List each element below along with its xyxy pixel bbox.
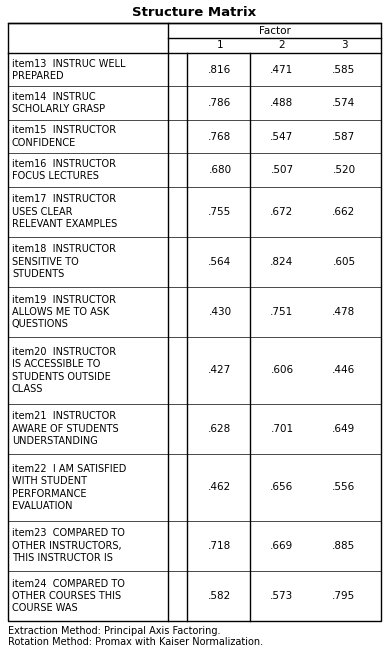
Text: 1: 1 xyxy=(217,40,223,50)
Text: .672: .672 xyxy=(270,207,294,217)
Text: .662: .662 xyxy=(332,207,356,217)
Text: .547: .547 xyxy=(270,132,294,142)
Text: item24  COMPARED TO
OTHER COURSES THIS
COURSE WAS: item24 COMPARED TO OTHER COURSES THIS CO… xyxy=(12,578,125,613)
Text: .564: .564 xyxy=(209,257,231,267)
Text: .885: .885 xyxy=(332,541,356,551)
Text: item17  INSTRUCTOR
USES CLEAR
RELEVANT EXAMPLES: item17 INSTRUCTOR USES CLEAR RELEVANT EX… xyxy=(12,195,117,229)
Text: .768: .768 xyxy=(209,132,231,142)
Text: .824: .824 xyxy=(270,257,294,267)
Text: .582: .582 xyxy=(209,591,231,601)
Text: .755: .755 xyxy=(209,207,231,217)
Text: .478: .478 xyxy=(332,307,356,317)
Text: .605: .605 xyxy=(333,257,356,267)
Text: 3: 3 xyxy=(341,40,347,50)
Text: Extraction Method: Principal Axis Factoring.: Extraction Method: Principal Axis Factor… xyxy=(8,626,221,636)
Text: .585: .585 xyxy=(332,64,356,74)
Text: .446: .446 xyxy=(332,366,356,375)
Text: .574: .574 xyxy=(332,98,356,108)
Text: .488: .488 xyxy=(270,98,294,108)
Text: .786: .786 xyxy=(209,98,231,108)
Text: item13  INSTRUC WELL
PREPARED: item13 INSTRUC WELL PREPARED xyxy=(12,58,126,81)
Text: item15  INSTRUCTOR
CONFIDENCE: item15 INSTRUCTOR CONFIDENCE xyxy=(12,125,116,148)
Text: .649: .649 xyxy=(332,424,356,434)
Text: Structure Matrix: Structure Matrix xyxy=(132,5,257,19)
Text: item18  INSTRUCTOR
SENSITIVE TO
STUDENTS: item18 INSTRUCTOR SENSITIVE TO STUDENTS xyxy=(12,244,116,279)
Text: .430: .430 xyxy=(209,307,231,317)
Text: .701: .701 xyxy=(270,424,294,434)
Text: .669: .669 xyxy=(270,541,294,551)
Text: .795: .795 xyxy=(332,591,356,601)
Text: item14  INSTRUC
SCHOLARLY GRASP: item14 INSTRUC SCHOLARLY GRASP xyxy=(12,92,105,114)
Text: .520: .520 xyxy=(333,165,356,175)
Text: item22  I AM SATISFIED
WITH STUDENT
PERFORMANCE
EVALUATION: item22 I AM SATISFIED WITH STUDENT PERFO… xyxy=(12,464,126,511)
Text: item23  COMPARED TO
OTHER INSTRUCTORS,
THIS INSTRUCTOR IS: item23 COMPARED TO OTHER INSTRUCTORS, TH… xyxy=(12,529,125,563)
Text: .656: .656 xyxy=(270,482,294,493)
Text: Rotation Method: Promax with Kaiser Normalization.: Rotation Method: Promax with Kaiser Norm… xyxy=(8,637,263,647)
Text: item19  INSTRUCTOR
ALLOWS ME TO ASK
QUESTIONS: item19 INSTRUCTOR ALLOWS ME TO ASK QUEST… xyxy=(12,295,116,329)
Text: .816: .816 xyxy=(209,64,231,74)
Text: .507: .507 xyxy=(270,165,294,175)
Text: .751: .751 xyxy=(270,307,294,317)
Text: .427: .427 xyxy=(209,366,231,375)
Text: 2: 2 xyxy=(279,40,285,50)
Text: .471: .471 xyxy=(270,64,294,74)
Text: Factor: Factor xyxy=(259,25,291,36)
Text: .556: .556 xyxy=(332,482,356,493)
Text: .587: .587 xyxy=(332,132,356,142)
Text: item16  INSTRUCTOR
FOCUS LECTURES: item16 INSTRUCTOR FOCUS LECTURES xyxy=(12,159,116,181)
Text: .573: .573 xyxy=(270,591,294,601)
Text: item20  INSTRUCTOR
IS ACCESSIBLE TO
STUDENTS OUTSIDE
CLASS: item20 INSTRUCTOR IS ACCESSIBLE TO STUDE… xyxy=(12,347,116,394)
Text: item21  INSTRUCTOR
AWARE OF STUDENTS
UNDERSTANDING: item21 INSTRUCTOR AWARE OF STUDENTS UNDE… xyxy=(12,411,119,446)
Text: .606: .606 xyxy=(270,366,294,375)
Text: .462: .462 xyxy=(209,482,231,493)
Bar xyxy=(8,23,381,621)
Text: .718: .718 xyxy=(209,541,231,551)
Text: .680: .680 xyxy=(209,165,231,175)
Text: .628: .628 xyxy=(209,424,231,434)
